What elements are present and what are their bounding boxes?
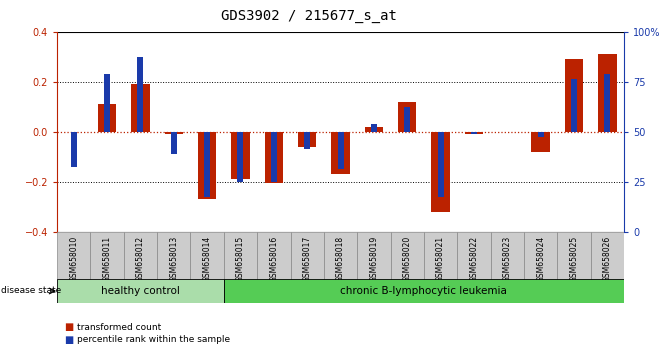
Bar <box>57 232 91 280</box>
Bar <box>605 74 611 132</box>
Bar <box>324 232 357 280</box>
Text: GSM658012: GSM658012 <box>136 236 145 282</box>
Bar <box>104 74 110 132</box>
Bar <box>524 232 558 280</box>
Bar <box>531 132 550 152</box>
Text: GSM658022: GSM658022 <box>470 236 478 282</box>
Bar <box>590 232 624 280</box>
Bar <box>138 57 144 132</box>
Bar <box>224 279 624 303</box>
Bar <box>271 132 277 182</box>
Bar <box>357 232 391 280</box>
Text: GSM658017: GSM658017 <box>303 236 312 282</box>
Bar <box>471 132 477 135</box>
Bar <box>264 132 283 183</box>
Text: chronic B-lymphocytic leukemia: chronic B-lymphocytic leukemia <box>340 286 507 296</box>
Text: ■: ■ <box>64 322 73 332</box>
Text: disease state: disease state <box>1 286 61 296</box>
Bar <box>98 104 116 132</box>
Text: GSM658016: GSM658016 <box>269 236 278 282</box>
Bar <box>291 232 324 280</box>
Text: GSM658019: GSM658019 <box>369 236 378 282</box>
Bar <box>298 132 316 147</box>
Bar <box>204 132 210 197</box>
Text: GSM658025: GSM658025 <box>570 236 578 282</box>
Text: ■: ■ <box>64 335 73 345</box>
Bar <box>338 132 344 169</box>
Text: GDS3902 / 215677_s_at: GDS3902 / 215677_s_at <box>221 9 397 23</box>
Text: GSM658015: GSM658015 <box>236 236 245 282</box>
Bar <box>571 79 577 132</box>
Bar <box>365 127 383 132</box>
Text: GSM658010: GSM658010 <box>69 236 79 282</box>
Bar <box>457 232 491 280</box>
Bar <box>238 132 244 182</box>
Bar <box>164 132 183 135</box>
Text: GSM658014: GSM658014 <box>203 236 211 282</box>
Bar <box>537 132 544 137</box>
Bar <box>170 132 176 154</box>
Bar <box>371 124 377 132</box>
Bar <box>57 279 224 303</box>
Bar <box>224 232 257 280</box>
Bar <box>331 132 350 175</box>
Bar <box>231 132 250 179</box>
Text: GSM658020: GSM658020 <box>403 236 412 282</box>
Bar <box>304 132 310 149</box>
Bar <box>70 132 76 167</box>
Bar <box>404 107 410 132</box>
Text: healthy control: healthy control <box>101 286 180 296</box>
Bar <box>398 102 417 132</box>
Text: GSM658018: GSM658018 <box>336 236 345 282</box>
Text: GSM658024: GSM658024 <box>536 236 545 282</box>
Bar <box>558 232 590 280</box>
Bar <box>391 232 424 280</box>
Text: GSM658021: GSM658021 <box>436 236 445 282</box>
Text: percentile rank within the sample: percentile rank within the sample <box>77 335 230 344</box>
Text: GSM658011: GSM658011 <box>103 236 111 282</box>
Bar <box>123 232 157 280</box>
Text: transformed count: transformed count <box>77 323 162 332</box>
Bar <box>431 132 450 212</box>
Bar <box>198 132 216 199</box>
Bar <box>157 232 191 280</box>
Bar <box>257 232 291 280</box>
Bar <box>437 132 444 197</box>
Bar <box>598 55 617 132</box>
Bar <box>191 232 224 280</box>
Bar <box>465 132 483 135</box>
Text: GSM658026: GSM658026 <box>603 236 612 282</box>
Text: GSM658023: GSM658023 <box>503 236 512 282</box>
Bar <box>91 232 123 280</box>
Bar <box>491 232 524 280</box>
Bar <box>132 84 150 132</box>
Text: GSM658013: GSM658013 <box>169 236 178 282</box>
Bar <box>424 232 457 280</box>
Bar <box>565 59 583 132</box>
